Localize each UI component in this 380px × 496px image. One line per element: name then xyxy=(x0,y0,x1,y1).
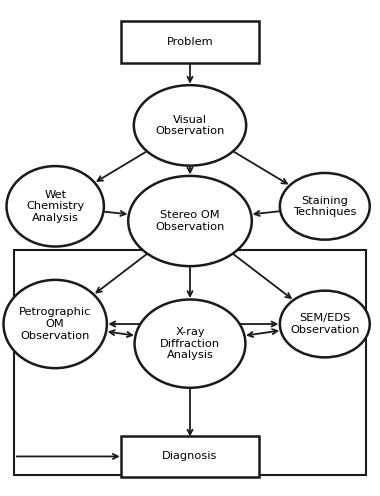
Ellipse shape xyxy=(280,173,370,240)
FancyArrowPatch shape xyxy=(187,62,193,82)
Text: SEM/EDS
Observation: SEM/EDS Observation xyxy=(290,313,359,335)
Ellipse shape xyxy=(6,166,104,247)
Text: Visual
Observation: Visual Observation xyxy=(155,115,225,136)
Text: Staining
Techniques: Staining Techniques xyxy=(293,195,356,217)
Text: Stereo OM
Observation: Stereo OM Observation xyxy=(155,210,225,232)
FancyArrowPatch shape xyxy=(187,389,193,434)
FancyArrowPatch shape xyxy=(97,254,146,293)
Text: Problem: Problem xyxy=(167,37,213,47)
FancyArrowPatch shape xyxy=(187,267,193,296)
Ellipse shape xyxy=(128,176,252,266)
Ellipse shape xyxy=(280,291,370,358)
Text: Petrographic
OM
Observation: Petrographic OM Observation xyxy=(19,308,91,341)
FancyArrowPatch shape xyxy=(234,152,287,184)
FancyArrowPatch shape xyxy=(187,167,193,173)
Text: X-ray
Diffraction
Analysis: X-ray Diffraction Analysis xyxy=(160,327,220,360)
Ellipse shape xyxy=(135,300,245,388)
FancyArrowPatch shape xyxy=(234,254,291,298)
FancyBboxPatch shape xyxy=(121,21,259,63)
FancyArrowPatch shape xyxy=(110,321,277,326)
FancyArrowPatch shape xyxy=(105,211,125,216)
Ellipse shape xyxy=(134,85,246,166)
Text: Diagnosis: Diagnosis xyxy=(162,451,218,461)
Ellipse shape xyxy=(3,280,107,368)
FancyArrowPatch shape xyxy=(248,329,277,337)
FancyArrowPatch shape xyxy=(255,211,279,216)
FancyBboxPatch shape xyxy=(121,435,259,477)
Bar xyxy=(14,250,366,475)
Text: Wet
Chemistry
Analysis: Wet Chemistry Analysis xyxy=(26,189,84,223)
FancyArrowPatch shape xyxy=(98,152,146,181)
FancyArrowPatch shape xyxy=(109,330,132,337)
